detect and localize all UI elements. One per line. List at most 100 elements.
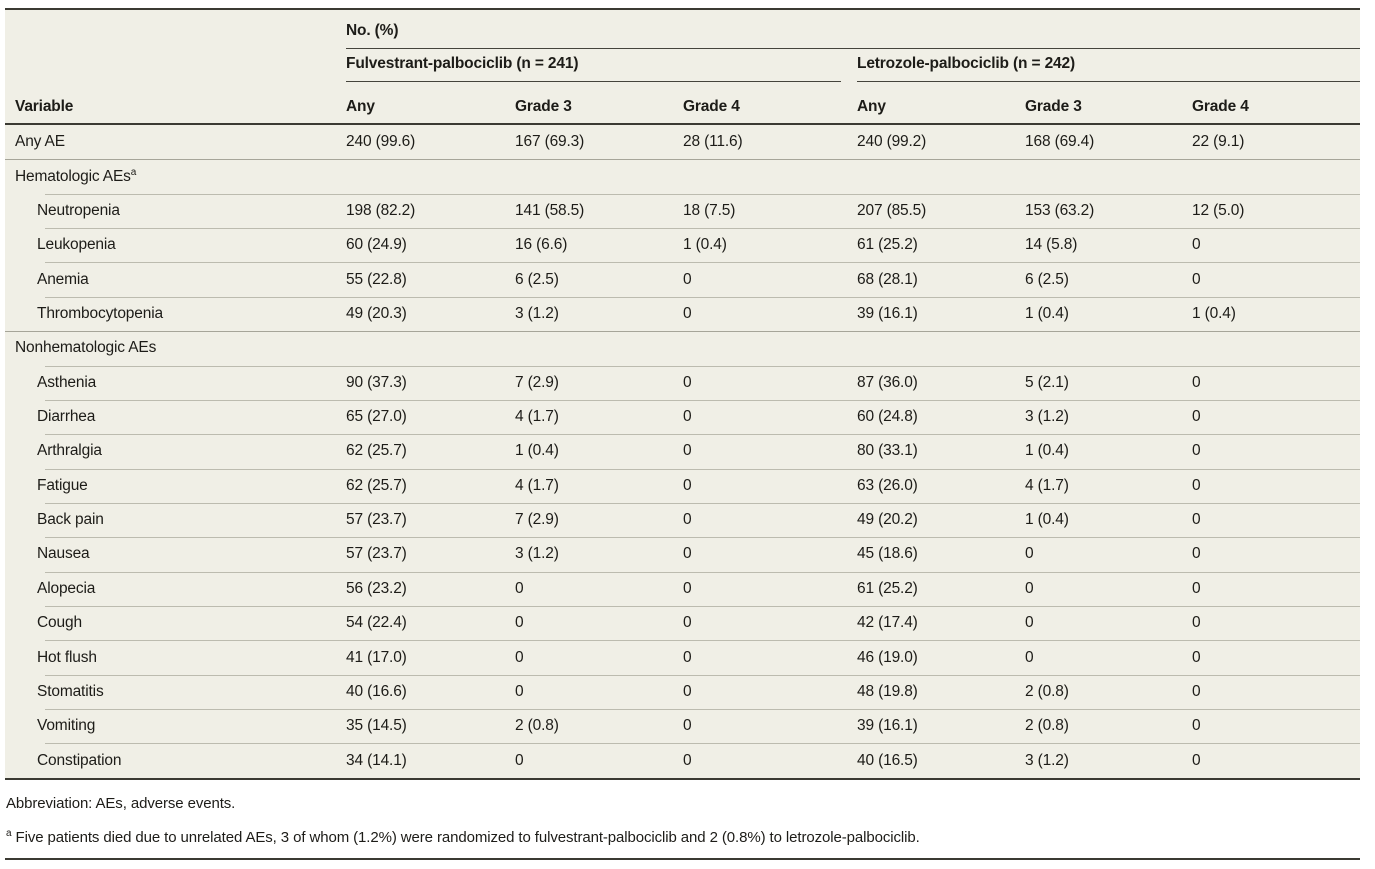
cell-fulv-grade4: 0 [683, 579, 692, 597]
table-body: Any AE 240 (99.6) 167 (69.3) 28 (11.6) 240 (… [5, 125, 1360, 778]
cell-letr-grade3: 1 (0.4) [1025, 304, 1069, 322]
table-row: Hematologic AEsa [5, 159, 1360, 193]
table-row: Hot flush 41 (17.0) 0 0 46 (19.0) 0 0 [5, 640, 1360, 674]
group-header-letrozole: Letrozole-palbociclib (n = 242) [857, 49, 1360, 82]
cell-fulv-grade4: 0 [683, 545, 692, 563]
cell-fulv-any: 90 (37.3) [346, 373, 407, 391]
cell-letr-grade4: 0 [1192, 408, 1201, 426]
cell-letr-grade4: 0 [1192, 442, 1201, 460]
header-spacer [5, 49, 346, 82]
footnote-marker: a [130, 166, 137, 178]
cell-letr-any: 240 (99.2) [857, 133, 927, 151]
cell-fulv-grade4: 0 [683, 682, 692, 700]
cell-fulv-any: 56 (23.2) [346, 579, 407, 597]
row-label: Nausea [37, 545, 90, 563]
cell-letr-any: 68 (28.1) [857, 270, 918, 288]
column-header-fulv-grade4: Grade 4 [683, 98, 740, 115]
cell-fulv-any: 198 (82.2) [346, 201, 416, 219]
cell-fulv-grade3: 4 (1.7) [515, 408, 559, 426]
footnote-a: a Five patients died due to unrelated AE… [5, 812, 1360, 846]
cell-fulv-grade3: 7 (2.9) [515, 511, 559, 529]
cell-letr-grade3: 3 (1.2) [1025, 408, 1069, 426]
cell-letr-any: 45 (18.6) [857, 545, 918, 563]
adverse-events-table: No. (%) Fulvestrant-palbociclib (n = 241… [5, 8, 1360, 860]
row-separator [45, 537, 1360, 539]
cell-letr-grade3: 0 [1025, 648, 1034, 666]
header-no-percent: No. (%) [346, 10, 1360, 49]
column-header-letr-any: Any [857, 98, 886, 115]
header-spacer [5, 10, 346, 49]
cell-letr-grade3: 2 (0.8) [1025, 717, 1069, 735]
cell-fulv-grade4: 28 (11.6) [683, 133, 743, 151]
row-label: Fatigue [37, 476, 88, 494]
row-label: Vomiting [37, 717, 96, 735]
cell-letr-grade4: 0 [1192, 717, 1201, 735]
cell-fulv-any: 35 (14.5) [346, 717, 407, 735]
cell-letr-grade4: 12 (5.0) [1192, 201, 1245, 219]
header-row-columns: Variable Any Grade 3 Grade 4 Any Grade 3… [5, 82, 1360, 125]
table-row: Neutropenia 198 (82.2) 141 (58.5) 18 (7.5) 2… [5, 193, 1360, 228]
table-top-rule [5, 8, 1360, 10]
cell-letr-grade4: 0 [1192, 476, 1201, 494]
footnote-a-marker: a [6, 827, 12, 839]
cell-fulv-grade4: 0 [683, 408, 692, 426]
group-header-fulvestrant: Fulvestrant-palbociclib (n = 241) [346, 49, 857, 82]
cell-fulv-any: 49 (20.3) [346, 304, 407, 322]
cell-letr-grade4: 0 [1192, 682, 1201, 700]
row-label: Diarrhea [37, 408, 96, 426]
table-row: Stomatitis 40 (16.6) 0 0 48 (19.8) 2 (0.8) 0 [5, 674, 1360, 709]
row-label: Alopecia [37, 579, 96, 597]
row-separator [45, 262, 1360, 264]
cell-letr-any: 48 (19.8) [857, 682, 918, 700]
row-label: Hematologic AEsa [15, 166, 137, 185]
cell-fulv-any: 65 (27.0) [346, 408, 407, 426]
cell-fulv-grade3: 6 (2.5) [515, 270, 559, 288]
table-row: Anemia 55 (22.8) 6 (2.5) 0 68 (28.1) 6 (2.5) 0 [5, 262, 1360, 296]
table-header: No. (%) Fulvestrant-palbociclib (n = 241… [5, 10, 1360, 125]
cell-letr-any: 39 (16.1) [857, 304, 918, 322]
table-row: Leukopenia 60 (24.9) 16 (6.6) 1 (0.4) 61 (25… [5, 228, 1360, 262]
table-bottom-rule [5, 777, 1360, 780]
cell-fulv-grade4: 18 (7.5) [683, 201, 736, 219]
row-label: Stomatitis [37, 682, 104, 700]
cell-fulv-grade3: 2 (0.8) [515, 717, 559, 735]
row-separator [45, 571, 1360, 573]
row-label: Back pain [37, 511, 104, 529]
cell-letr-any: 87 (36.0) [857, 373, 918, 391]
cell-letr-any: 42 (17.4) [857, 614, 918, 632]
cell-fulv-grade4: 0 [683, 751, 692, 769]
table-row: Nonhematologic AEs [5, 331, 1360, 365]
table-row: Fatigue 62 (25.7) 4 (1.7) 0 63 (26.0) 4 (1.7)… [5, 468, 1360, 503]
cell-fulv-grade4: 0 [683, 614, 692, 632]
row-label: Cough [37, 614, 82, 632]
row-label: Any AE [15, 133, 65, 151]
cell-letr-any: 39 (16.1) [857, 717, 918, 735]
cell-letr-grade4: 0 [1192, 579, 1201, 597]
cell-fulv-grade4: 0 [683, 373, 692, 391]
cell-letr-grade3: 4 (1.7) [1025, 476, 1069, 494]
cell-fulv-grade4: 0 [683, 442, 692, 460]
row-label: Anemia [37, 270, 89, 288]
row-label: Neutropenia [37, 201, 120, 219]
cell-fulv-grade3: 0 [515, 682, 524, 700]
cell-letr-grade4: 0 [1192, 614, 1201, 632]
table-row: Asthenia 90 (37.3) 7 (2.9) 0 87 (36.0) 5 (2.1… [5, 365, 1360, 400]
cell-letr-grade3: 168 (69.4) [1025, 133, 1095, 151]
cell-fulv-grade3: 0 [515, 614, 524, 632]
cell-fulv-grade4: 0 [683, 511, 692, 529]
cell-letr-grade3: 0 [1025, 579, 1034, 597]
column-header-letr-grade4: Grade 4 [1192, 98, 1249, 115]
cell-fulv-grade3: 4 (1.7) [515, 476, 559, 494]
cell-letr-grade3: 1 (0.4) [1025, 511, 1069, 529]
row-label: Arthralgia [37, 442, 102, 460]
row-separator [45, 399, 1360, 401]
table-footnotes: Abbreviation: AEs, adverse events. a Fiv… [5, 779, 1360, 858]
cell-letr-any: 40 (16.5) [857, 751, 918, 769]
row-label: Thrombocytopenia [37, 304, 163, 322]
column-header-fulv-grade3: Grade 3 [515, 98, 572, 115]
row-separator [45, 743, 1360, 745]
cell-letr-any: 63 (26.0) [857, 476, 918, 494]
cell-fulv-any: 60 (24.9) [346, 236, 407, 254]
cell-letr-any: 207 (85.5) [857, 201, 927, 219]
row-label: Hot flush [37, 648, 97, 666]
